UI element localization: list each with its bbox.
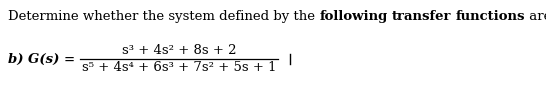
Text: functions: functions [455, 10, 525, 23]
Text: b): b) [8, 53, 28, 66]
Text: transfer: transfer [391, 10, 451, 23]
Text: s³ + 4s² + 8s + 2: s³ + 4s² + 8s + 2 [122, 44, 236, 57]
Text: following: following [319, 10, 388, 23]
Text: Determine whether the system defined by the: Determine whether the system defined by … [8, 10, 319, 23]
Text: are: are [525, 10, 546, 23]
Text: s⁵ + 4s⁴ + 6s³ + 7s² + 5s + 1: s⁵ + 4s⁴ + 6s³ + 7s² + 5s + 1 [82, 61, 276, 74]
Text: G(s) =: G(s) = [28, 53, 80, 66]
